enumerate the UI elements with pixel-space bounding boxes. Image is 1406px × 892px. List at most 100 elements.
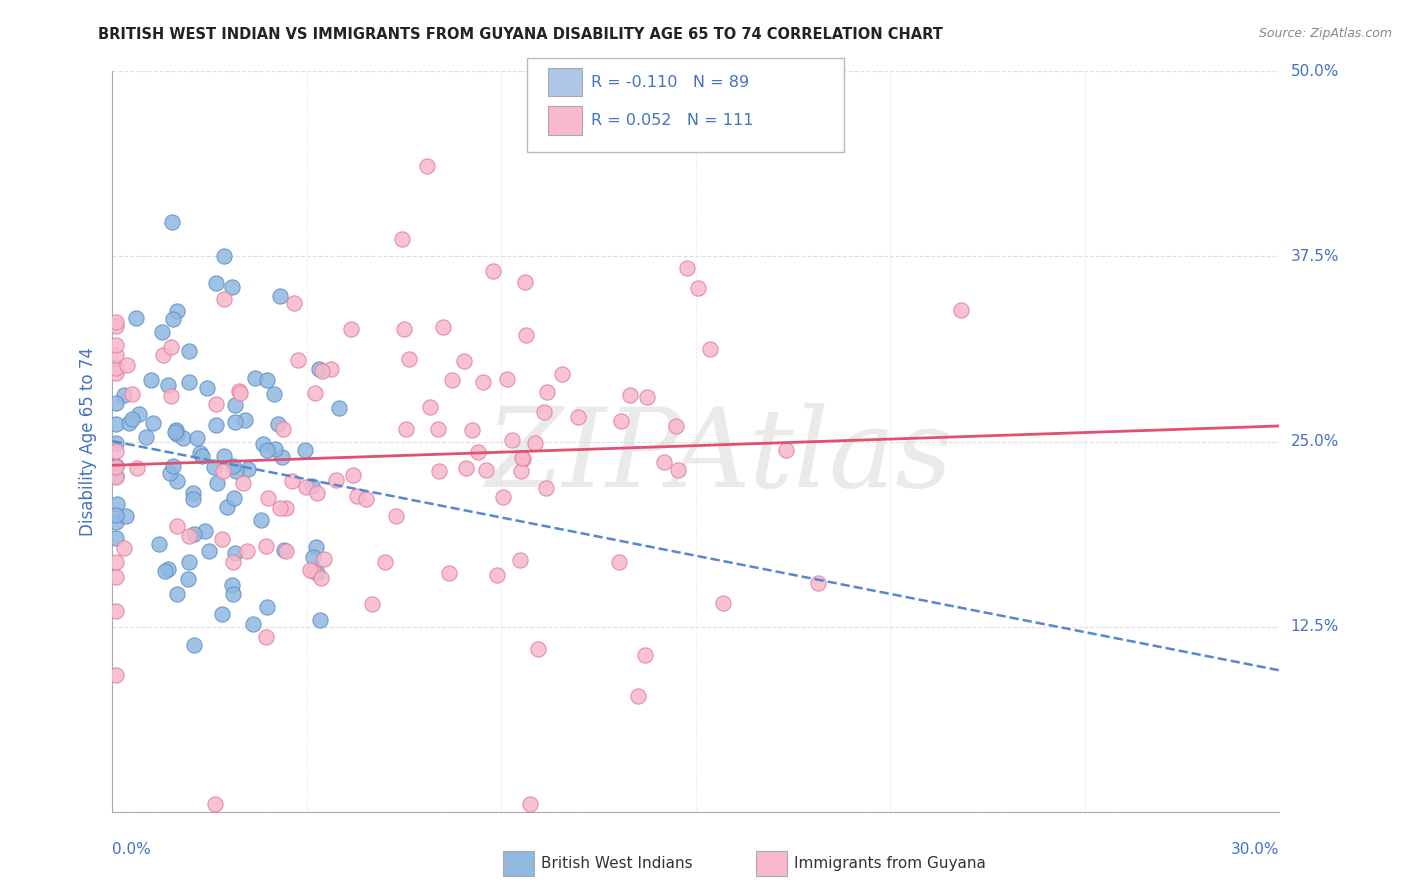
Point [328,401,350,415]
Point [105,469,128,483]
Point [269,501,291,516]
Point [461,423,484,437]
Point [156,562,179,576]
Point [166,303,188,318]
Point [274,500,297,515]
Point [166,426,188,441]
Point [526,642,548,657]
Point [112,541,135,555]
Point [519,797,541,812]
Point [686,281,709,295]
Point [224,398,246,412]
Point [319,362,342,376]
Point [105,361,128,376]
Point [105,459,128,474]
Point [105,531,128,545]
Point [512,452,534,467]
Point [142,416,165,430]
Point [204,797,226,812]
Point [440,373,463,387]
Point [222,555,245,569]
Point [179,344,201,359]
Point [105,515,128,529]
Point [281,474,304,488]
Point [105,436,128,450]
Point [301,479,323,493]
Text: 37.5%: 37.5% [1291,249,1339,264]
Point [183,485,205,500]
Point [294,480,316,494]
Point [190,449,212,463]
Point [128,408,150,422]
Point [652,455,675,469]
Point [228,385,250,400]
Point [634,648,657,663]
Point [676,261,699,276]
Point [121,412,143,426]
Point [509,553,531,567]
Point [183,491,205,506]
Point [427,465,450,479]
Point [148,537,170,551]
Point [305,486,328,500]
Point [243,371,266,385]
Point [183,638,205,652]
Point [271,422,294,436]
Point [211,533,233,547]
Point [172,431,194,445]
Point [236,462,259,476]
Point [205,277,228,291]
Point [135,430,157,444]
Point [212,464,235,478]
Point [207,476,229,491]
Point [177,572,200,586]
Point [312,551,335,566]
Point [340,321,363,335]
Point [222,491,245,506]
Text: ZIPAtlas: ZIPAtlas [485,402,953,510]
Point [533,405,555,419]
Point [254,631,277,645]
Text: Source: ZipAtlas.com: Source: ZipAtlas.com [1258,27,1392,40]
Point [183,526,205,541]
Point [159,467,181,481]
Point [139,373,162,387]
Point [254,539,277,553]
Point [231,476,253,491]
Point [416,160,439,174]
Point [267,417,290,432]
Point [427,422,450,436]
Point [551,368,574,382]
Point [301,564,323,578]
Point [118,416,141,430]
Point [309,571,332,585]
Text: R = 0.052   N = 111: R = 0.052 N = 111 [591,113,754,128]
Point [395,422,418,436]
Point [271,450,294,464]
Point [188,446,211,460]
Point [481,264,503,278]
Text: 25.0%: 25.0% [1291,434,1339,449]
Point [419,400,441,414]
Point [166,587,188,601]
Point [257,491,280,505]
Point [374,555,396,569]
Point [105,348,128,362]
Point [204,397,226,411]
Point [115,509,138,524]
Point [177,555,200,569]
Point [222,458,245,473]
Point [294,443,316,458]
Point [475,463,498,477]
Point [391,232,413,246]
Text: British West Indians: British West Indians [541,856,693,871]
Point [276,544,298,558]
Point [299,563,322,577]
Point [523,436,546,450]
Point [263,387,285,401]
Text: R = -0.110   N = 89: R = -0.110 N = 89 [591,75,748,89]
Point [112,387,135,401]
Point [160,215,183,229]
Text: Immigrants from Guyana: Immigrants from Guyana [794,856,986,871]
Point [224,546,246,560]
